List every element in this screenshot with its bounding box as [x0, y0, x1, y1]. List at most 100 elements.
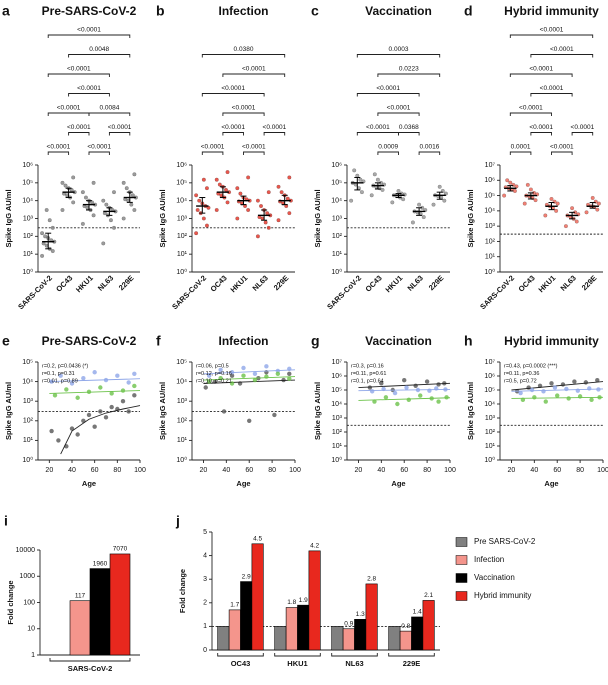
- y-tick-label: 10⁵: [22, 180, 33, 187]
- y-axis-label: Spike IgG AU/ml: [466, 189, 475, 247]
- comparison-bracket: [509, 73, 573, 77]
- y-tick-label: 10⁰: [22, 268, 33, 276]
- comparison-bracket: [222, 132, 244, 136]
- comparison-bracket: [47, 112, 90, 116]
- y-tick-label: 10⁰: [22, 456, 33, 464]
- comparison-bracket: [356, 93, 420, 97]
- category-bracket: [331, 653, 378, 657]
- comparison-bracket: [108, 132, 131, 136]
- data-point: [80, 221, 85, 226]
- comparison-bracket: [88, 151, 110, 155]
- data-point: [47, 218, 52, 223]
- comparison-bracket: [68, 132, 90, 136]
- data-point: [285, 196, 290, 201]
- data-point: [595, 378, 600, 383]
- data-point: [424, 379, 430, 384]
- y-tick-label: 10⁷: [485, 162, 496, 169]
- bar: [354, 619, 367, 651]
- y-tick-label: 10¹: [485, 443, 496, 450]
- panel-letter: d: [464, 3, 473, 19]
- y-tick-label: 10¹: [177, 437, 188, 444]
- y-tick-label: 10³: [332, 415, 343, 422]
- data-point: [221, 409, 227, 414]
- category-label: 229E: [580, 273, 599, 292]
- value-label: 0.9: [344, 620, 353, 627]
- y-tick-label: 10³: [177, 215, 188, 222]
- category-label: SARS-CoV-2: [325, 273, 363, 311]
- data-point: [63, 183, 68, 188]
- x-tick-label: 60: [91, 467, 99, 474]
- y-tick-label: 10⁵: [176, 359, 187, 366]
- category-label: SARS-CoV-2: [170, 273, 208, 311]
- data-point: [276, 218, 281, 223]
- legend-label: Hybrid immunity: [474, 591, 531, 600]
- data-point: [75, 395, 80, 400]
- fit-line: [60, 405, 141, 455]
- y-axis-label: Spike IgG AU/ml: [313, 189, 322, 247]
- bar: [422, 600, 435, 651]
- y-tick-label: 10⁴: [22, 378, 33, 385]
- y-tick-label: 10⁷: [332, 359, 343, 366]
- bar: [274, 626, 287, 651]
- y-tick-label: 10: [27, 626, 35, 633]
- data-point: [279, 190, 284, 195]
- data-point: [352, 168, 357, 173]
- data-point: [392, 390, 398, 396]
- data-point: [214, 177, 219, 182]
- data-point: [121, 216, 126, 221]
- comparison-bracket: [47, 151, 70, 155]
- data-point: [275, 371, 281, 377]
- panel-letter: h: [464, 333, 473, 349]
- data-point: [124, 186, 129, 191]
- fit-line: [511, 381, 604, 391]
- fit-line: [358, 382, 451, 388]
- y-axis-label: Fold change: [6, 580, 15, 624]
- category-bracket: [217, 653, 264, 657]
- data-point: [69, 426, 75, 431]
- category-bracket: [49, 658, 131, 662]
- p-value: 0.0016: [419, 144, 439, 151]
- fit-annotation: r=0.2, p=0.0436 (*): [42, 363, 88, 369]
- data-point: [112, 225, 116, 230]
- data-point: [52, 393, 58, 398]
- y-tick-label: 10¹: [332, 251, 343, 258]
- p-value: <0.0001: [57, 105, 81, 112]
- data-point: [69, 381, 75, 386]
- comparison-bracket: [509, 151, 532, 155]
- fit-annotation: r=0.06, p=0.5: [196, 363, 229, 369]
- bar: [388, 626, 401, 651]
- data-point: [256, 234, 260, 239]
- category-label: NL63: [251, 273, 270, 292]
- y-tick-label: 10⁰: [176, 268, 187, 276]
- y-axis-label: Spike IgG AU/ml: [313, 382, 322, 440]
- data-point: [205, 223, 209, 228]
- category-label: SARS-CoV-2: [68, 664, 113, 673]
- data-point: [201, 216, 206, 221]
- value-label: 1.8: [287, 599, 296, 606]
- data-point: [81, 375, 86, 381]
- data-point: [263, 220, 268, 225]
- data-point: [121, 180, 126, 185]
- bar: [411, 616, 424, 651]
- y-tick-label: 0: [203, 647, 207, 654]
- p-value: <0.0001: [540, 27, 564, 34]
- y-tick-label: 10⁰: [484, 268, 495, 276]
- data-point: [98, 385, 103, 390]
- data-point: [583, 380, 589, 385]
- data-point: [431, 202, 436, 207]
- y-tick-label: 10⁰: [331, 456, 342, 464]
- y-tick-label: 10³: [485, 223, 496, 230]
- comparison-bracket: [356, 132, 399, 136]
- data-point: [201, 177, 206, 182]
- data-point: [287, 211, 292, 216]
- comparison-bracket: [551, 151, 573, 155]
- data-point: [225, 200, 230, 205]
- category-label: SARS-CoV-2: [478, 273, 516, 311]
- y-axis-label: Fold change: [178, 569, 187, 613]
- y-tick-label: 5: [203, 529, 207, 536]
- data-point: [252, 371, 258, 377]
- y-axis-label: Spike IgG AU/ml: [158, 189, 167, 247]
- fit-line: [49, 390, 141, 394]
- comparison-bracket: [418, 151, 441, 155]
- comparison-bracket: [222, 73, 286, 77]
